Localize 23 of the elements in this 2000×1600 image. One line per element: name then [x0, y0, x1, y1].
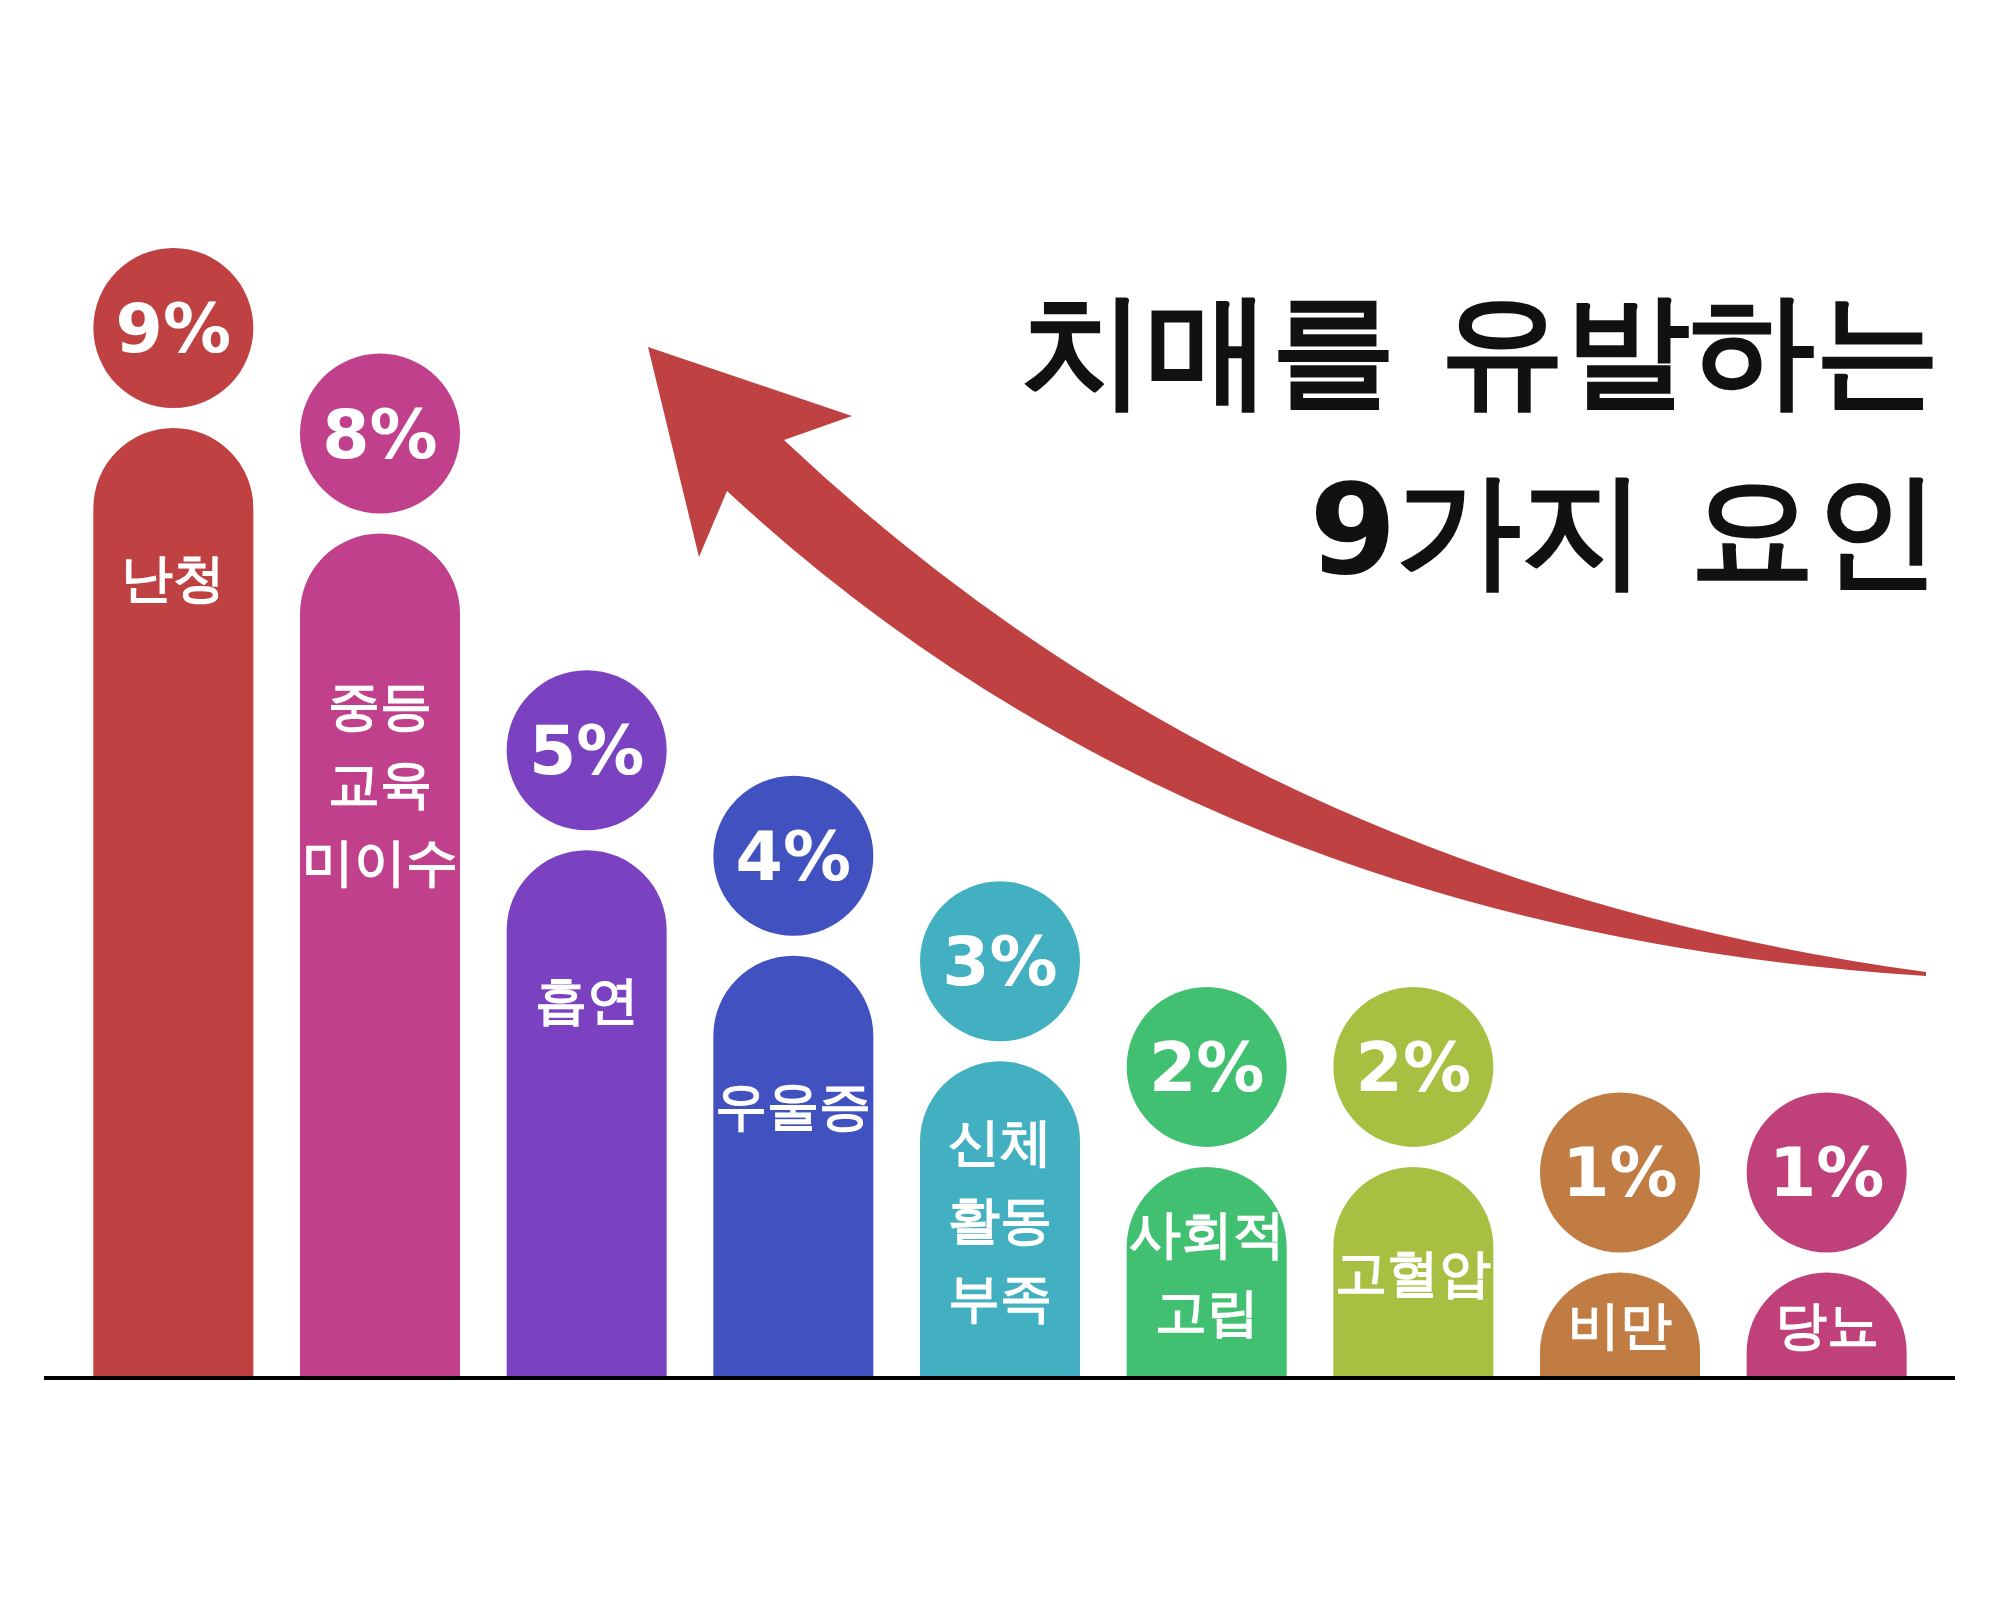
- x-tick-label: 우울증: [715, 1075, 872, 1136]
- data-label: 5%: [528, 711, 645, 791]
- data-label: 8%: [322, 394, 438, 474]
- bar: [300, 533, 460, 1378]
- chart-title: 치매를 유발하는 9가지 요인: [1020, 276, 1940, 604]
- bar: [506, 850, 667, 1378]
- data-label: 9%: [115, 289, 232, 368]
- x-tick-label: 고혈압: [1335, 1242, 1492, 1303]
- data-label: 2%: [1148, 1027, 1265, 1107]
- x-tick-label: 신체 활동 부족: [948, 1111, 1052, 1328]
- x-tick-label: 사회적 고립: [1128, 1203, 1285, 1342]
- x-tick-label: 비만: [1568, 1295, 1672, 1356]
- x-tick-label: 중등 교육 미이수: [302, 675, 458, 892]
- bar: [713, 955, 874, 1378]
- x-tick-label: 당뇨: [1774, 1295, 1879, 1356]
- data-label: 2%: [1355, 1027, 1472, 1107]
- data-label: 4%: [735, 816, 852, 896]
- data-label: 1%: [1562, 1133, 1678, 1213]
- x-tick-label: 흡연: [534, 970, 639, 1031]
- bar: [93, 428, 254, 1378]
- data-label: 1%: [1768, 1133, 1885, 1213]
- data-label: 3%: [942, 922, 1058, 1002]
- x-tick-label: 난청: [121, 548, 226, 609]
